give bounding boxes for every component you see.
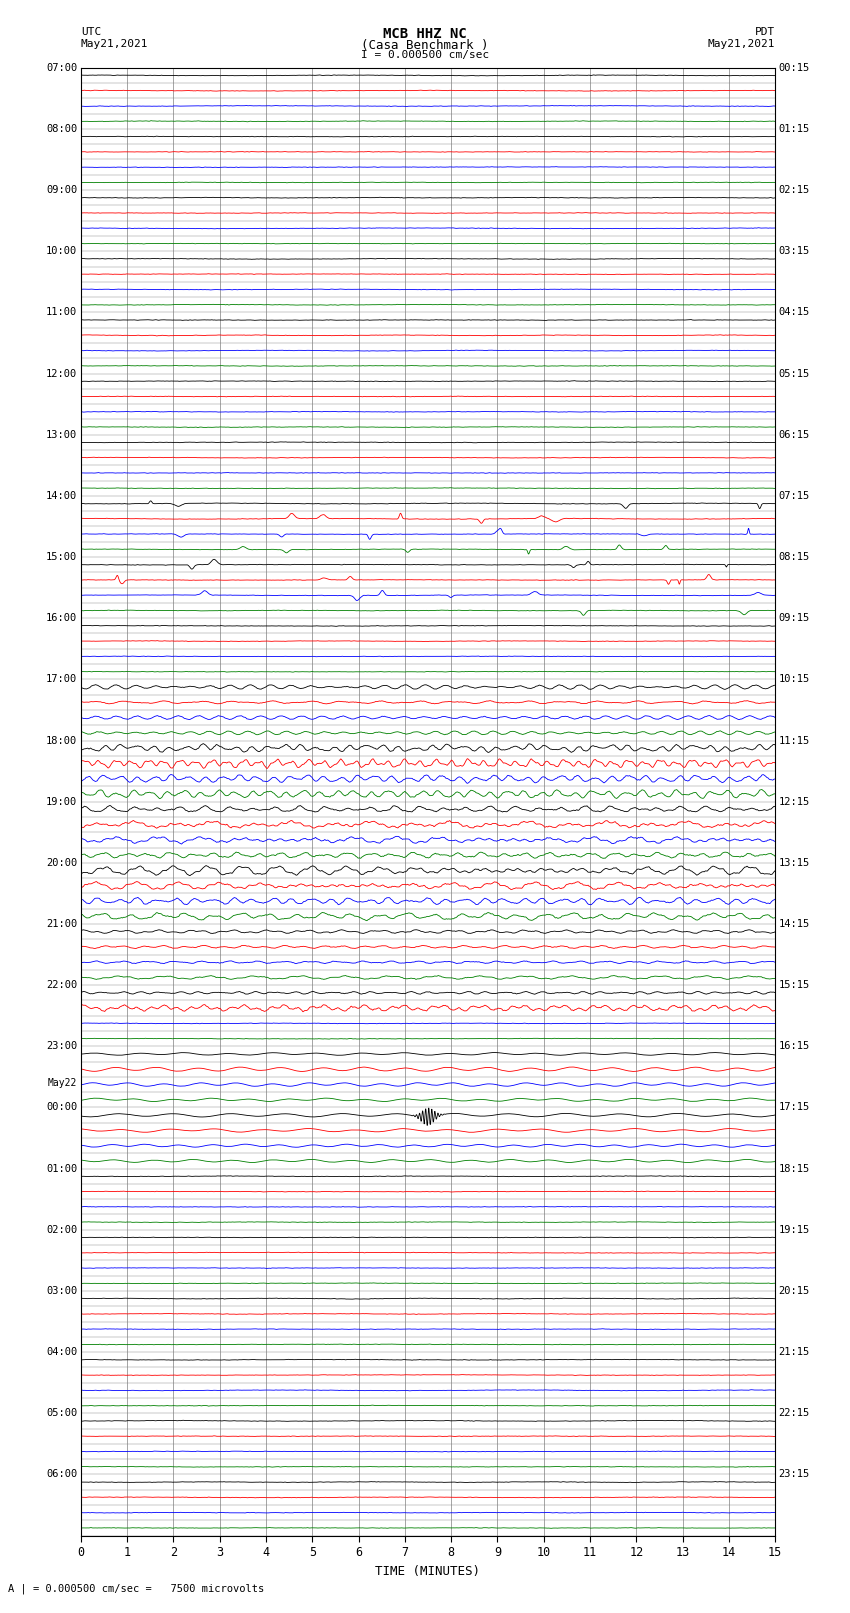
Text: 21:15: 21:15 bbox=[779, 1347, 810, 1357]
Text: 23:00: 23:00 bbox=[46, 1042, 77, 1052]
Text: 14:15: 14:15 bbox=[779, 919, 810, 929]
Text: 23:15: 23:15 bbox=[779, 1469, 810, 1479]
Text: 09:15: 09:15 bbox=[779, 613, 810, 623]
Text: 07:00: 07:00 bbox=[46, 63, 77, 73]
Text: 06:00: 06:00 bbox=[46, 1469, 77, 1479]
Text: 22:00: 22:00 bbox=[46, 981, 77, 990]
Text: 14:00: 14:00 bbox=[46, 490, 77, 502]
Text: MCB HHZ NC: MCB HHZ NC bbox=[383, 27, 467, 42]
Text: 00:15: 00:15 bbox=[779, 63, 810, 73]
Text: 12:15: 12:15 bbox=[779, 797, 810, 806]
Text: 17:15: 17:15 bbox=[779, 1102, 810, 1113]
Text: 07:15: 07:15 bbox=[779, 490, 810, 502]
Text: (Casa Benchmark ): (Casa Benchmark ) bbox=[361, 39, 489, 52]
Text: 13:00: 13:00 bbox=[46, 429, 77, 440]
Text: 10:00: 10:00 bbox=[46, 247, 77, 256]
Text: 21:00: 21:00 bbox=[46, 919, 77, 929]
Text: 15:15: 15:15 bbox=[779, 981, 810, 990]
Text: 00:00: 00:00 bbox=[46, 1102, 77, 1113]
Text: May21,2021: May21,2021 bbox=[708, 39, 775, 48]
Text: 09:00: 09:00 bbox=[46, 185, 77, 195]
Text: 01:15: 01:15 bbox=[779, 124, 810, 134]
Text: 16:15: 16:15 bbox=[779, 1042, 810, 1052]
Text: 05:15: 05:15 bbox=[779, 368, 810, 379]
Text: 18:00: 18:00 bbox=[46, 736, 77, 745]
Text: 06:15: 06:15 bbox=[779, 429, 810, 440]
Text: 03:15: 03:15 bbox=[779, 247, 810, 256]
Text: 11:15: 11:15 bbox=[779, 736, 810, 745]
Text: 15:00: 15:00 bbox=[46, 552, 77, 561]
Text: 19:15: 19:15 bbox=[779, 1224, 810, 1236]
Text: 12:00: 12:00 bbox=[46, 368, 77, 379]
Text: 08:15: 08:15 bbox=[779, 552, 810, 561]
Text: 01:00: 01:00 bbox=[46, 1163, 77, 1174]
Text: 04:00: 04:00 bbox=[46, 1347, 77, 1357]
Text: 05:00: 05:00 bbox=[46, 1408, 77, 1418]
Text: 10:15: 10:15 bbox=[779, 674, 810, 684]
Text: 03:00: 03:00 bbox=[46, 1286, 77, 1295]
Text: 02:15: 02:15 bbox=[779, 185, 810, 195]
Text: UTC: UTC bbox=[81, 27, 101, 37]
Text: 16:00: 16:00 bbox=[46, 613, 77, 623]
Text: 02:00: 02:00 bbox=[46, 1224, 77, 1236]
Text: 17:00: 17:00 bbox=[46, 674, 77, 684]
Text: May21,2021: May21,2021 bbox=[81, 39, 148, 48]
Text: PDT: PDT bbox=[755, 27, 775, 37]
Text: 04:15: 04:15 bbox=[779, 308, 810, 318]
Text: I = 0.000500 cm/sec: I = 0.000500 cm/sec bbox=[361, 50, 489, 60]
Text: 22:15: 22:15 bbox=[779, 1408, 810, 1418]
Text: A | = 0.000500 cm/sec =   7500 microvolts: A | = 0.000500 cm/sec = 7500 microvolts bbox=[8, 1582, 264, 1594]
Text: 20:00: 20:00 bbox=[46, 858, 77, 868]
Text: 11:00: 11:00 bbox=[46, 308, 77, 318]
Text: 19:00: 19:00 bbox=[46, 797, 77, 806]
Text: 20:15: 20:15 bbox=[779, 1286, 810, 1295]
Text: 13:15: 13:15 bbox=[779, 858, 810, 868]
Text: 18:15: 18:15 bbox=[779, 1163, 810, 1174]
Text: May22: May22 bbox=[48, 1077, 77, 1087]
Text: 08:00: 08:00 bbox=[46, 124, 77, 134]
X-axis label: TIME (MINUTES): TIME (MINUTES) bbox=[376, 1565, 480, 1578]
